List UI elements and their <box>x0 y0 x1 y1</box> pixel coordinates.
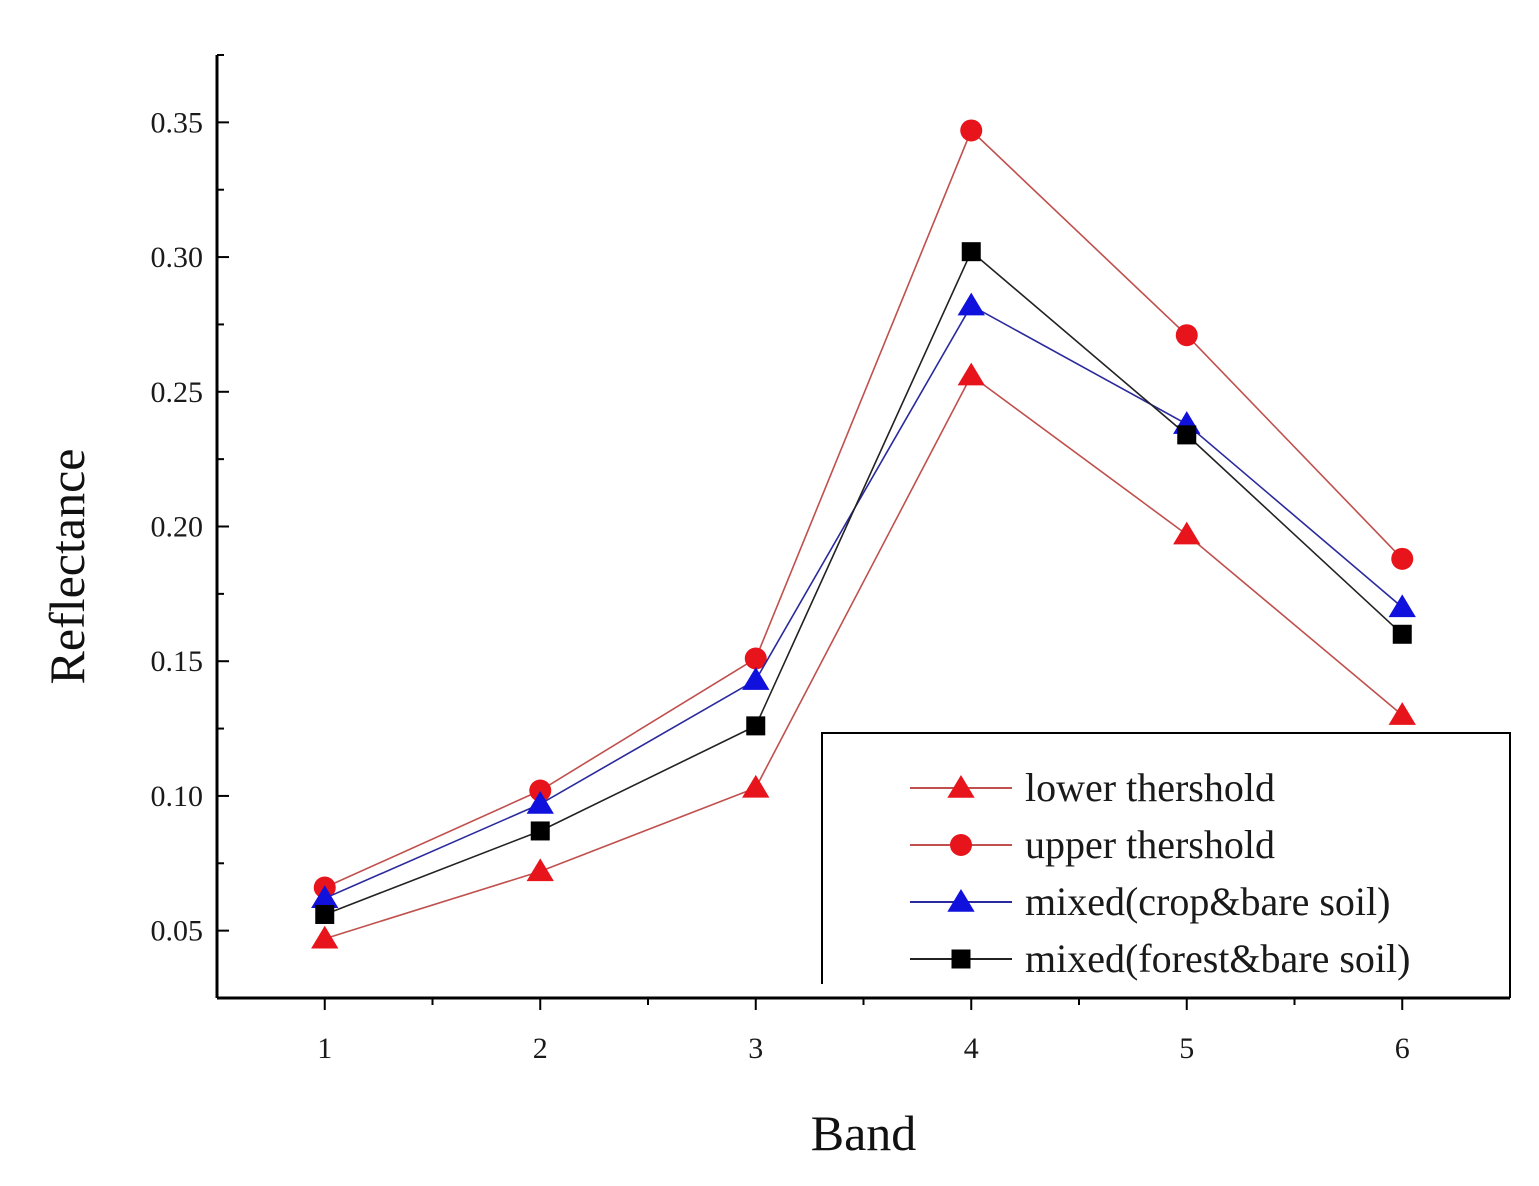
legend: lower thershold upper thershold mixed(crop… <box>821 732 1511 998</box>
legend-background <box>822 733 1510 998</box>
y-tick-label: 0.15 <box>151 645 204 678</box>
data-point <box>526 791 554 814</box>
y-tick-label: 0.30 <box>151 241 204 274</box>
data-point <box>1388 702 1416 725</box>
x-tick-label: 4 <box>964 1032 979 1065</box>
data-point <box>744 647 767 670</box>
data-point <box>960 119 983 142</box>
x-tick-label: 3 <box>748 1032 763 1065</box>
legend-label: mixed(forest&bare soil) <box>1025 936 1410 981</box>
legend-item: mixed(crop&bare soil) <box>910 879 1390 924</box>
legend-label: lower thershold <box>1025 765 1275 810</box>
data-point <box>1175 324 1198 347</box>
data-point <box>311 925 339 949</box>
data-point <box>311 885 339 909</box>
series-line <box>324 129 1403 889</box>
legend-marker <box>947 889 975 912</box>
x-tick-label: 2 <box>533 1032 548 1065</box>
data-point <box>961 242 981 262</box>
y-axis-title: Reflectance <box>39 449 95 685</box>
x-axis-title: Band <box>811 1105 917 1161</box>
data-point <box>526 858 554 882</box>
y-tick-label: 0.10 <box>151 780 204 813</box>
data-point <box>1177 425 1197 445</box>
y-axis-ticks: 0.05 0.10 0.15 0.20 0.25 0.30 0.35 <box>151 54 229 948</box>
legend-border <box>821 732 1511 998</box>
legend-item: upper thershold <box>910 822 1275 867</box>
x-tick-label: 6 <box>1395 1032 1410 1065</box>
series-1 <box>311 362 1416 949</box>
legend-marker <box>947 775 975 798</box>
data-point <box>315 904 335 924</box>
data-point <box>746 716 766 736</box>
y-tick-label: 0.20 <box>151 511 204 544</box>
data-point <box>742 667 770 690</box>
legend-marker <box>951 949 971 969</box>
data-point <box>1388 594 1416 618</box>
legend-item: lower thershold <box>910 765 1275 810</box>
x-tick-label: 5 <box>1179 1032 1194 1065</box>
data-point <box>529 779 552 802</box>
series-line <box>324 304 1403 900</box>
data-point <box>1391 547 1414 570</box>
x-tick-label: 1 <box>317 1032 332 1065</box>
legend-label: mixed(crop&bare soil) <box>1025 879 1390 924</box>
data-point <box>1392 624 1412 644</box>
y-tick-label: 0.25 <box>151 376 204 409</box>
series-line <box>324 250 1403 916</box>
series-layer <box>311 119 1416 949</box>
data-point <box>957 292 985 316</box>
legend-label: upper thershold <box>1025 822 1275 867</box>
y-tick-label: 0.05 <box>151 915 204 948</box>
legend-marker <box>950 834 972 856</box>
data-point <box>742 774 770 798</box>
y-tick-label: 0.35 <box>151 106 204 139</box>
data-point <box>1173 521 1201 545</box>
series-4 <box>315 242 1412 924</box>
series-3 <box>311 292 1416 909</box>
series-line <box>324 374 1403 940</box>
data-point <box>957 362 985 386</box>
legend-item: mixed(forest&bare soil) <box>910 936 1410 981</box>
data-point <box>530 821 550 841</box>
